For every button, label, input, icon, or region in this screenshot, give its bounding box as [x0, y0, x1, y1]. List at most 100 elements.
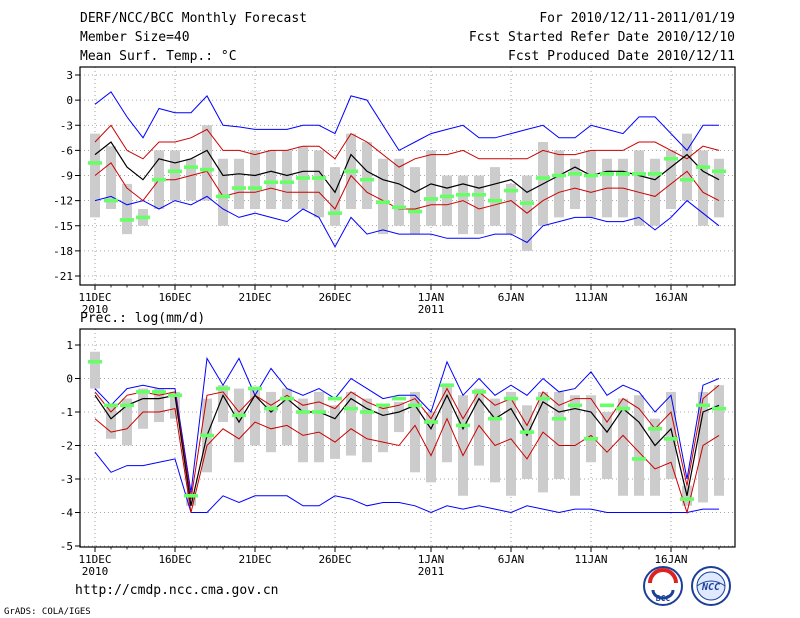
temp-median-marker	[232, 186, 246, 190]
temp-ensemble-box	[170, 150, 180, 201]
temp-xtick-label: 16DEC	[158, 291, 191, 304]
temp-median-marker	[712, 169, 726, 174]
temp-xtick-label: 11JAN	[574, 291, 607, 304]
temp-ensemble-box	[714, 158, 724, 218]
precip-median-marker	[520, 430, 534, 434]
header-variable: Mean Surf. Temp.: °C	[80, 49, 237, 64]
precip-xtick-label: 21DEC	[238, 553, 271, 566]
temp-ensemble-box	[474, 175, 484, 235]
ncc-logo-text: NCC	[701, 582, 720, 593]
temp-median-marker	[168, 169, 182, 174]
precip-ensemble-box	[106, 405, 116, 439]
temp-median-marker	[136, 215, 150, 220]
temp-min-line	[94, 195, 720, 248]
temp-ensemble-box	[234, 158, 244, 209]
temp-ensemble-box	[442, 175, 452, 226]
precip-median-marker	[312, 410, 326, 414]
temp-median-marker	[568, 172, 582, 176]
temp-ensemble-box	[186, 158, 196, 201]
precip-ensemble-box	[442, 385, 452, 463]
temp-ensemble-box	[394, 158, 404, 226]
temp-median-marker	[184, 165, 198, 169]
precip-ensemble-box	[490, 398, 500, 483]
precip-max-line	[94, 356, 720, 493]
temp-ensemble-box	[554, 150, 564, 218]
temp-median-marker	[616, 172, 630, 176]
precip-ensemble-box	[314, 391, 324, 463]
temp-median-marker	[696, 165, 710, 169]
temp-median-marker	[296, 176, 310, 180]
precip-ensemble-box	[90, 351, 100, 389]
precip-median-marker	[552, 416, 566, 421]
precip-median-marker	[632, 457, 646, 461]
temp-xtick-label: 1JAN	[418, 291, 445, 304]
temp-xtick-year: 2011	[418, 303, 445, 316]
grads-credit: GrADS: COLA/IGES	[4, 607, 91, 617]
temp-ensemble-box	[218, 158, 228, 226]
temp-ytick-label: -15	[53, 220, 73, 233]
precip-ytick-label: 1	[66, 339, 73, 352]
precip-upper-spread-line	[94, 384, 720, 500]
header-member-size: Member Size=40	[80, 30, 190, 45]
precip-chart-title: Prec.: log(mm/d)	[80, 311, 205, 326]
temp-ensemble-mean-line	[94, 141, 720, 194]
precip-median-marker	[680, 497, 694, 501]
precip-median-marker	[424, 420, 438, 424]
temp-median-marker	[152, 177, 166, 182]
precip-median-marker	[408, 403, 422, 408]
temp-median-marker	[424, 197, 438, 201]
precip-ytick-label: -2	[60, 440, 73, 453]
precip-ensemble-box	[426, 412, 436, 483]
precip-median-marker	[584, 437, 598, 441]
precip-xtick-label: 11DEC	[78, 553, 111, 566]
precip-median-marker	[712, 406, 726, 411]
header-title: DERF/NCC/BCC Monthly Forecast	[80, 11, 307, 26]
precip-median-marker	[280, 396, 294, 401]
temp-median-marker	[104, 198, 118, 203]
precip-median-marker	[504, 396, 518, 401]
precip-xtick-label: 6JAN	[498, 553, 525, 566]
temp-median-marker	[440, 194, 454, 199]
precip-ensemble-box	[330, 405, 340, 459]
temp-ensemble-box	[362, 142, 372, 209]
bcc-logo-arc-blue	[651, 589, 675, 600]
temp-xtick-label: 11DEC	[78, 291, 111, 304]
precip-median-marker	[232, 413, 246, 418]
precip-lower-spread-line	[94, 408, 720, 515]
precip-ensemble-box	[666, 391, 676, 479]
precip-ensemble-box	[378, 405, 388, 453]
precip-median-marker	[440, 383, 454, 387]
temp-ensemble-box	[330, 167, 340, 226]
header-produced-date: Fcst Produced Date 2010/12/11	[508, 49, 735, 64]
precip-median-marker	[600, 403, 614, 408]
temp-ensemble-box	[490, 167, 500, 226]
precip-ensemble-box	[618, 398, 628, 496]
precip-ensemble-box	[554, 391, 564, 479]
temp-median-marker	[344, 169, 358, 174]
temp-lower-spread-line	[94, 162, 720, 214]
temp-ensemble-box	[458, 175, 468, 235]
temp-median-marker	[552, 173, 566, 178]
precip-ensemble-box	[602, 412, 612, 479]
temp-ytick-label: -9	[60, 170, 73, 183]
temp-ensemble-box	[698, 150, 708, 226]
precip-median-marker	[136, 390, 150, 394]
precip-median-marker	[120, 403, 134, 408]
precip-ytick-label: -5	[60, 540, 73, 553]
precip-ensemble-box	[138, 388, 148, 429]
precip-ytick-label: -4	[60, 507, 74, 520]
precip-median-marker	[616, 406, 630, 411]
precip-xtick-label: 16DEC	[158, 553, 191, 566]
ncc-logo-meridian	[696, 580, 726, 587]
precip-ensemble-mean-line	[94, 393, 720, 506]
temp-ensemble-box	[410, 167, 420, 235]
temp-median-marker	[584, 173, 598, 178]
precip-median-marker	[360, 410, 374, 414]
precip-ensemble-box	[362, 398, 372, 463]
precip-xtick-label: 1JAN	[418, 553, 445, 566]
precip-ytick-label: 0	[66, 373, 73, 386]
precip-median-marker	[264, 406, 278, 411]
temp-xtick-label: 26DEC	[318, 291, 351, 304]
temp-ytick-label: -12	[53, 195, 73, 208]
